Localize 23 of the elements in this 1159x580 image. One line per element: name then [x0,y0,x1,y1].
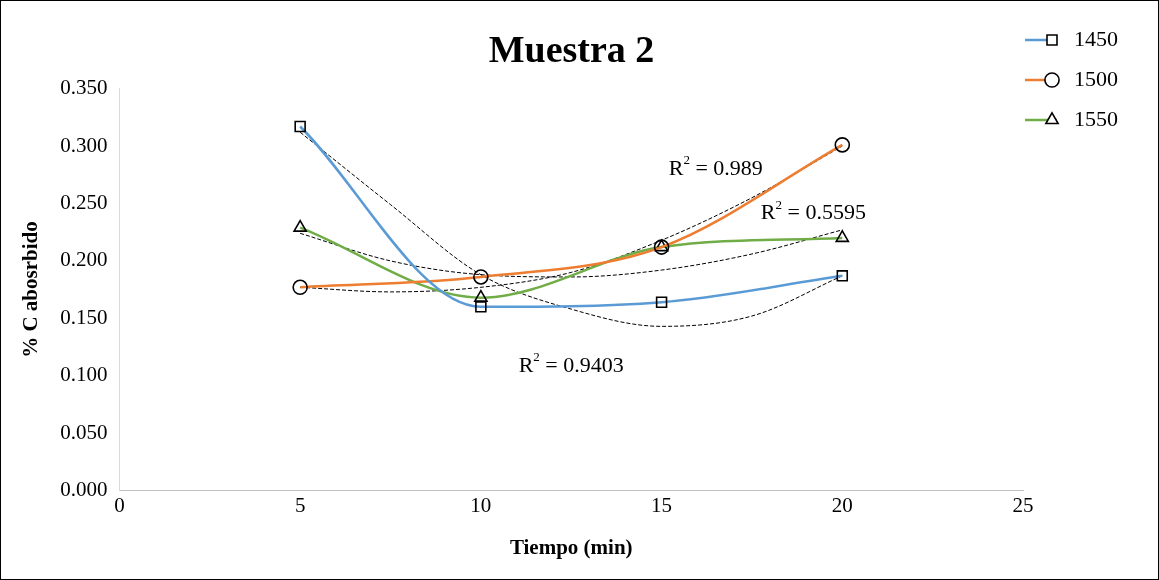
x-tick-label: 5 [294,492,306,517]
chart-title: Muestra 2 [488,27,655,70]
y-tick-label: 0.000 [60,477,108,502]
y-tick-label: 0.350 [60,75,108,100]
point [836,270,849,282]
x-axis-title: Tiempo (min) [509,534,633,559]
point [292,279,308,296]
y-axis-title: % C abosrbido [18,221,43,358]
x-tick-label: 10 [470,492,492,517]
x-tick-label: 0 [114,492,125,517]
y-tick-label: 0.050 [60,419,108,444]
legend-label: 1500 [1074,65,1118,91]
y-tick-label: 0.300 [60,132,108,157]
legend-label: 1450 [1074,25,1118,51]
y-tick-label: 0.200 [60,247,108,272]
x-tick-label: 15 [651,492,673,517]
x-tick-label: 25 [1012,492,1034,517]
legend-label: 1550 [1074,105,1118,131]
y-tick-label: 0.150 [60,304,108,329]
y-tick-label: 0.250 [60,189,108,214]
x-tick-label: 20 [831,492,853,517]
point [834,137,851,153]
y-tick-label: 0.100 [60,362,108,387]
